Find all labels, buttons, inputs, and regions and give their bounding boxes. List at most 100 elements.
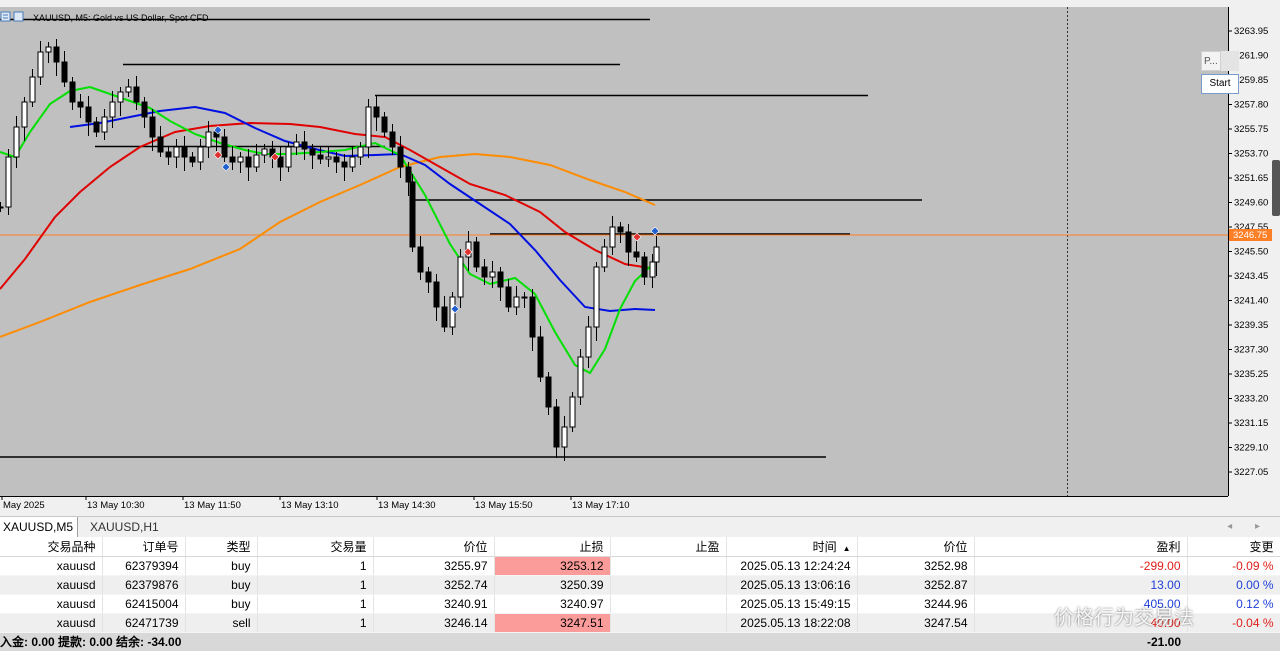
candle-body (333, 156, 340, 163)
candle-body (341, 161, 348, 168)
table-row[interactable]: xauusd 62415004 buy 1 3240.91 3240.97 20… (0, 594, 1280, 614)
header-current-price[interactable]: 价位 (857, 537, 975, 557)
header-open-price[interactable]: 价位 (373, 537, 495, 557)
candle-body (513, 296, 520, 308)
moving-averages (0, 85, 656, 375)
candle-body (633, 251, 640, 258)
candle-body (529, 296, 536, 338)
total-profit: -21.00 (373, 632, 1187, 651)
cell-take-profit[interactable] (610, 575, 727, 595)
tab-scroll-arrows-icon[interactable]: ◂ ▸ (1227, 521, 1270, 532)
chart-menu-icon[interactable] (0, 11, 11, 22)
candle-body (181, 146, 188, 158)
price-tick-label: 3253.70 (1234, 149, 1268, 160)
plot-area[interactable] (0, 7, 1228, 496)
time-tick-label: 13 May 15:50 (475, 500, 533, 511)
cell-volume: 1 (257, 594, 374, 614)
price-tick-label: 3255.75 (1234, 124, 1268, 135)
summary-row: 入金: 0.00 提款: 0.00 结余: -34.00 -21.00 (0, 632, 1280, 651)
candle-body (5, 156, 12, 208)
candle-body (245, 156, 252, 168)
time-tick-label: 13 May 13:10 (281, 500, 339, 511)
table-row[interactable]: xauusd 62379876 buy 1 3252.74 3250.39 20… (0, 575, 1280, 595)
candle-body (505, 286, 512, 308)
candle-body (489, 271, 496, 278)
candle-body (229, 156, 236, 163)
cell-change: -0.04 % (1187, 613, 1280, 633)
candle-body (149, 116, 156, 138)
candle-body (53, 46, 60, 63)
side-scroll-handle[interactable] (1272, 160, 1280, 216)
chart-title: XAUUSD, M5: Gold vs US Dollar, Spot CFD (33, 13, 209, 23)
header-volume[interactable]: 交易量 (257, 537, 374, 557)
cell-open-price: 3252.74 (373, 575, 495, 595)
candle-body (373, 106, 380, 118)
candle-body (381, 116, 388, 133)
header-ticket[interactable]: 订单号 (102, 537, 186, 557)
candle-body (293, 141, 300, 148)
cell-stop-loss[interactable]: 3250.39 (494, 575, 611, 595)
cell-symbol: xauusd (0, 613, 103, 633)
header-stop-loss[interactable]: 止损 (494, 537, 611, 557)
chart-icon[interactable] (13, 11, 24, 22)
price-chart[interactable]: XAUUSD, M5: Gold vs US Dollar, Spot CFD … (0, 7, 1280, 516)
table-row[interactable]: xauusd 62471739 sell 1 3246.14 3247.51 2… (0, 613, 1280, 633)
cell-stop-loss[interactable]: 3240.97 (494, 594, 611, 614)
trade-marker-icon (650, 226, 660, 236)
candle-body (133, 86, 140, 103)
candle-body (317, 154, 324, 160)
ea-panel-handle[interactable] (1221, 51, 1239, 71)
candle-body (397, 146, 404, 168)
tab-xauusd-m5[interactable]: XAUUSD,M5 (0, 517, 79, 538)
cell-symbol: xauusd (0, 556, 103, 576)
price-tick-label: 3249.60 (1234, 198, 1268, 209)
candle-body (253, 154, 260, 168)
header-change[interactable]: 变更 (1187, 537, 1280, 557)
candle-body (641, 256, 648, 278)
header-type[interactable]: 类型 (185, 537, 258, 557)
header-profit[interactable]: 盈利 (974, 537, 1188, 557)
cell-time: 2025.05.13 13:06:16 (726, 575, 858, 595)
chart-canvas[interactable]: XAUUSD, M5: Gold vs US Dollar, Spot CFD … (0, 7, 1280, 516)
chart-tabs: XAUUSD,M5 XAUUSD,H1 ◂ ▸ (0, 516, 1280, 538)
header-time[interactable]: 时间 ▲ (726, 537, 858, 557)
header-take-profit[interactable]: 止盈 (610, 537, 727, 557)
candle-body (285, 146, 292, 168)
candle-body (325, 156, 332, 160)
cell-take-profit[interactable] (610, 613, 727, 633)
candle-body (425, 271, 432, 283)
cell-ticket: 62379394 (102, 556, 186, 576)
candle-body (309, 148, 316, 156)
tab-xauusd-h1[interactable]: XAUUSD,H1 (90, 520, 159, 534)
table-row[interactable]: xauusd 62379394 buy 1 3255.97 3253.12 20… (0, 556, 1280, 576)
cell-volume: 1 (257, 613, 374, 633)
candle-body (365, 106, 372, 148)
cell-open-price: 3255.97 (373, 556, 495, 576)
candle-body (197, 146, 204, 163)
cell-take-profit[interactable] (610, 594, 727, 614)
cell-current-price: 3252.87 (857, 575, 975, 595)
fast-ma-line (0, 85, 656, 375)
ea-panel-tab[interactable]: P... (1201, 51, 1221, 71)
cell-stop-loss[interactable]: 3253.12 (494, 556, 611, 576)
time-tick-label: 13 May 10:30 (87, 500, 145, 511)
price-tick-label: 3257.80 (1234, 100, 1268, 111)
candle-body (553, 406, 560, 448)
candle-body (481, 266, 488, 278)
candle-body (45, 46, 52, 53)
candle-body (301, 141, 308, 150)
candle-body (473, 241, 480, 268)
mid-ma-line (69, 105, 656, 313)
candle-body (653, 246, 660, 263)
header-symbol[interactable]: 交易品种 (0, 537, 103, 557)
price-tick-label: 3229.10 (1234, 443, 1268, 454)
cell-take-profit[interactable] (610, 556, 727, 576)
cell-ticket: 62379876 (102, 575, 186, 595)
ea-start-button[interactable]: Start (1201, 74, 1239, 94)
price-tick-label: 3235.25 (1234, 369, 1268, 380)
cell-stop-loss[interactable]: 3247.51 (494, 613, 611, 633)
cell-time: 2025.05.13 12:24:24 (726, 556, 858, 576)
candle-body (157, 136, 164, 153)
candle-body (497, 271, 504, 288)
cell-change: 0.00 % (1187, 575, 1280, 595)
